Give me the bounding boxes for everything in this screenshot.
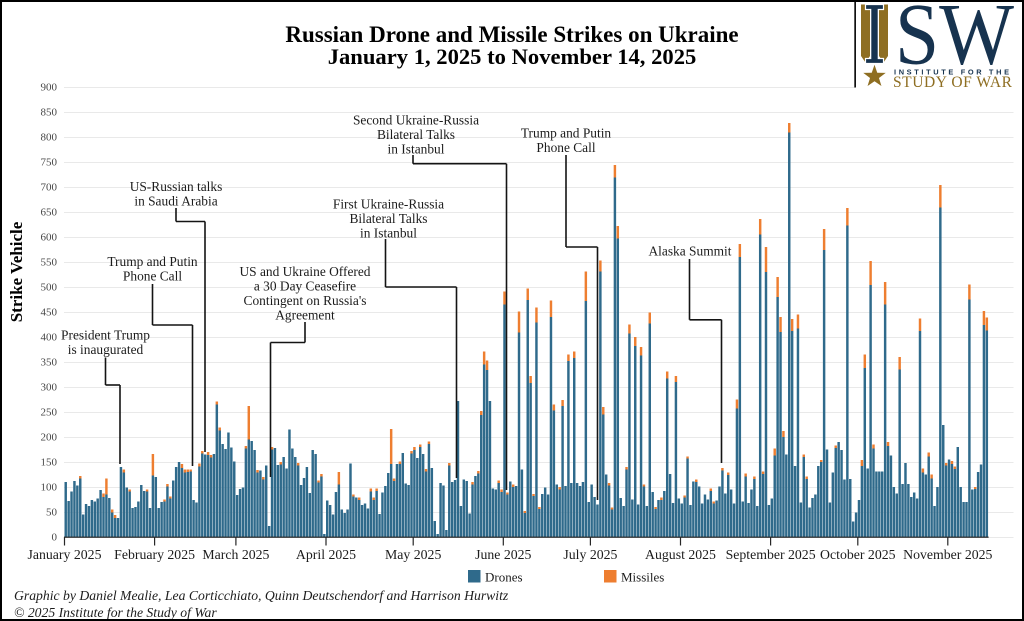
svg-text:May 2025: May 2025 [385, 547, 441, 562]
svg-text:Drones: Drones [485, 570, 523, 585]
svg-text:900: 900 [41, 82, 58, 94]
svg-text:Russian Drone and Missile Stri: Russian Drone and Missile Strikes on Ukr… [285, 22, 738, 47]
svg-text:Graphic by Daniel Mealie, Lea: Graphic by Daniel Mealie, Lea Corticchia… [14, 588, 509, 603]
svg-text:350: 350 [41, 357, 58, 369]
svg-text:200: 200 [41, 432, 58, 444]
svg-text:Missiles: Missiles [621, 570, 664, 585]
svg-text:February 2025: February 2025 [114, 547, 195, 562]
svg-text:400: 400 [41, 332, 58, 344]
svg-text:800: 800 [41, 132, 58, 144]
svg-text:US-Russian talks: US-Russian talks [130, 179, 223, 194]
svg-text:Strike Vehicle: Strike Vehicle [7, 221, 26, 322]
svg-text:in Saudi Arabia: in Saudi Arabia [134, 193, 217, 208]
svg-text:July 2025: July 2025 [563, 547, 617, 562]
svg-text:SW: SW [895, 0, 1014, 84]
svg-text:0: 0 [52, 532, 58, 544]
svg-text:Bilateral Talks: Bilateral Talks [349, 211, 427, 226]
svg-text:October 2025: October 2025 [820, 547, 896, 562]
svg-text:500: 500 [41, 282, 58, 294]
svg-text:450: 450 [41, 307, 58, 319]
svg-text:Alaska Summit: Alaska Summit [649, 243, 732, 258]
svg-text:Agreement: Agreement [275, 308, 335, 323]
svg-text:INSTITUTE FOR THE: INSTITUTE FOR THE [894, 68, 1011, 77]
svg-text:September 2025: September 2025 [726, 547, 816, 562]
svg-text:250: 250 [41, 407, 58, 419]
svg-text:150: 150 [41, 457, 58, 469]
svg-text:Bilateral Talks: Bilateral Talks [377, 127, 455, 142]
svg-text:550: 550 [41, 257, 58, 269]
svg-text:January 1, 2025 to November 14: January 1, 2025 to November 14, 2025 [328, 44, 697, 69]
svg-text:a 30 Day Ceasefire: a 30 Day Ceasefire [254, 278, 356, 293]
svg-text:Second Ukraine-Russia: Second Ukraine-Russia [353, 112, 479, 127]
svg-text:650: 650 [41, 207, 58, 219]
svg-text:Trump and Putin: Trump and Putin [107, 254, 198, 269]
svg-text:June 2025: June 2025 [475, 547, 531, 562]
svg-text:850: 850 [41, 107, 58, 119]
svg-text:is inaugurated: is inaugurated [68, 342, 144, 357]
svg-text:© 2025 Institute for the Study: © 2025 Institute for the Study of War [14, 605, 217, 620]
svg-text:August 2025: August 2025 [645, 547, 716, 562]
svg-text:April 2025: April 2025 [296, 547, 356, 562]
svg-text:700: 700 [41, 182, 58, 194]
svg-text:US and Ukraine Offered: US and Ukraine Offered [239, 264, 370, 279]
svg-text:in Istanbul: in Istanbul [360, 226, 417, 241]
svg-text:President Trump: President Trump [61, 327, 150, 342]
svg-text:300: 300 [41, 382, 58, 394]
svg-text:January 2025: January 2025 [28, 547, 102, 562]
svg-text:100: 100 [41, 482, 58, 494]
svg-text:50: 50 [46, 507, 58, 519]
svg-text:Trump and Putin: Trump and Putin [521, 125, 612, 140]
svg-text:Contingent on Russia's: Contingent on Russia's [244, 293, 367, 308]
svg-text:Phone Call: Phone Call [123, 268, 182, 283]
svg-text:March 2025: March 2025 [202, 547, 269, 562]
svg-text:First Ukraine-Russia: First Ukraine-Russia [333, 196, 444, 211]
svg-text:in Istanbul: in Istanbul [388, 142, 445, 157]
svg-text:750: 750 [41, 157, 58, 169]
svg-text:STUDY OF WAR: STUDY OF WAR [893, 74, 1013, 91]
svg-text:November 2025: November 2025 [903, 547, 992, 562]
svg-text:Phone Call: Phone Call [536, 140, 595, 155]
svg-text:600: 600 [41, 232, 58, 244]
